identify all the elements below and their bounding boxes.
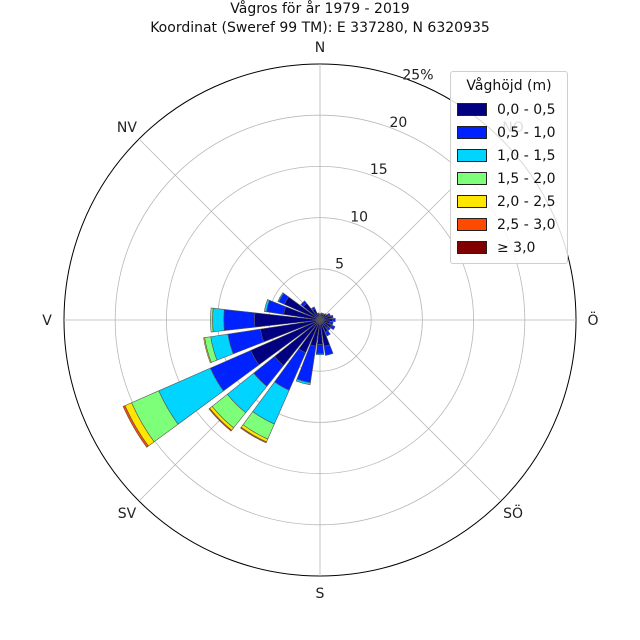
legend-item: 1,0 - 1,5 xyxy=(457,144,561,167)
rose-bar-segment xyxy=(324,313,327,316)
legend-title: Våghöjd (m) xyxy=(466,78,552,94)
direction-label: N xyxy=(315,40,325,56)
rose-bar-segment xyxy=(330,314,334,319)
rose-bar-segment xyxy=(277,292,285,303)
rose-bar-segment xyxy=(324,330,331,337)
rose-bar-segment xyxy=(240,426,267,444)
legend-swatch xyxy=(457,126,487,139)
rose-bar-segment xyxy=(315,344,325,355)
legend-item: 2,0 - 2,5 xyxy=(457,190,561,213)
chart-title-line2: Koordinat (Sweref 99 TM): E 337280, N 63… xyxy=(150,20,490,36)
legend-item: 0,0 - 0,5 xyxy=(457,98,561,121)
rose-bar-segment xyxy=(212,307,225,333)
legend-item: 1,5 - 2,0 xyxy=(457,167,561,190)
legend-item: ≥ 3,0 xyxy=(457,236,561,259)
rose-bar-segment xyxy=(311,306,316,311)
chart-title: Vågros för år 1979 - 2019 Koordinat (Swe… xyxy=(0,0,640,38)
rose-bar-segment xyxy=(208,407,233,432)
grid-spoke xyxy=(138,138,321,321)
legend-swatch xyxy=(457,241,487,254)
grid-spoke xyxy=(319,319,502,502)
rose-bars xyxy=(122,292,336,448)
rose-bar-segment xyxy=(318,313,322,316)
rose-bar-segment xyxy=(203,337,212,364)
legend-swatch xyxy=(457,218,487,231)
radial-tick-label: 10 xyxy=(350,209,368,225)
legend-label: 2,0 - 2,5 xyxy=(497,193,556,210)
rose-bar-segment xyxy=(329,321,334,326)
legend-label: 2,5 - 3,0 xyxy=(497,216,556,233)
legend-swatch xyxy=(457,149,487,162)
radial-tick-label: 15 xyxy=(370,162,388,178)
chart-title-line1: Vågros för år 1979 - 2019 xyxy=(230,1,410,17)
direction-label: NV xyxy=(117,120,137,136)
radial-tick-label: 5 xyxy=(335,257,344,273)
rose-bar-segment xyxy=(315,353,325,356)
legend-swatch xyxy=(457,195,487,208)
rose-bar-segment xyxy=(329,324,336,331)
polar-grid xyxy=(63,63,577,577)
legend-items: 0,0 - 0,5 0,5 - 1,0 1,0 - 1,5 1,5 - 2,0 2,0 … xyxy=(457,98,561,259)
rose-bar-segment xyxy=(317,312,320,315)
direction-label: SÖ xyxy=(503,504,523,522)
rose-bar-segment xyxy=(210,307,214,333)
legend-label: 1,5 - 2,0 xyxy=(497,170,556,187)
direction-label: SV xyxy=(118,506,137,522)
rose-bar-segment xyxy=(323,344,334,356)
legend-label: 0,5 - 1,0 xyxy=(497,124,556,141)
radial-tick-label: 25% xyxy=(402,67,433,83)
legend-label: ≥ 3,0 xyxy=(497,239,536,256)
rose-bar-segment xyxy=(331,317,336,323)
rose-bar-segment xyxy=(327,312,331,317)
legend-item: 0,5 - 1,0 xyxy=(457,121,561,144)
rose-bar-segment xyxy=(122,405,149,448)
legend-item: 2,5 - 3,0 xyxy=(457,213,561,236)
rose-bar-segment xyxy=(325,325,331,331)
rose-bar-segment xyxy=(223,309,256,331)
direction-label: V xyxy=(42,313,52,329)
rose-bar-segment xyxy=(295,378,311,386)
legend-label: 0,0 - 0,5 xyxy=(497,101,556,118)
legend-swatch xyxy=(457,103,487,116)
legend-swatch xyxy=(457,172,487,185)
rose-bar-segment xyxy=(263,299,270,313)
legend-label: 1,0 - 1,5 xyxy=(497,147,556,164)
direction-label: Ö xyxy=(587,311,598,329)
legend: Våghöjd (m) 0,0 - 0,5 0,5 - 1,0 1,0 - 1,5 1… xyxy=(450,71,568,264)
radial-tick-label: 20 xyxy=(389,115,407,131)
rose-bar-segment xyxy=(300,300,307,307)
direction-label: S xyxy=(316,586,325,602)
